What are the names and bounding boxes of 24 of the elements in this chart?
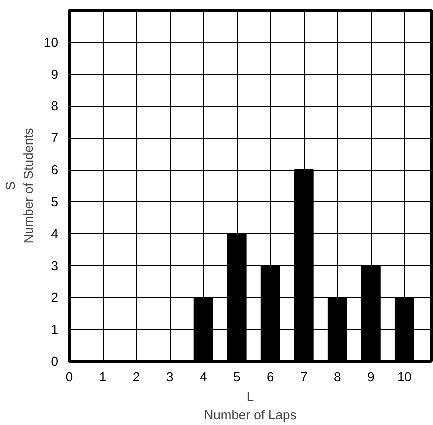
x-tick-label: 5: [233, 370, 241, 384]
x-tick-label: 9: [368, 370, 375, 384]
y-tick-label: 0: [51, 354, 59, 369]
x-tick-label: 2: [132, 370, 140, 384]
y-axis-title: S Number of Students: [3, 128, 36, 244]
y-tick-label: 3: [51, 258, 59, 274]
y-tick-label: 5: [51, 194, 59, 210]
x-tick-label: 3: [166, 370, 174, 384]
x-tick-label: 0: [66, 370, 74, 384]
x-tick-label: 8: [334, 370, 342, 384]
y-tick-label: 6: [51, 162, 59, 178]
x-tick-label: 7: [300, 370, 308, 384]
x-tick-label: 4: [200, 370, 208, 384]
x-tick-label: 6: [266, 370, 274, 384]
x-tick-label: 10: [397, 370, 412, 384]
y-tick-label: 4: [51, 226, 59, 242]
y-tick-label: 10: [44, 34, 59, 50]
y-tick-label: 2: [51, 290, 59, 306]
x-tick-label: 1: [99, 370, 107, 384]
y-tick-label: 7: [51, 130, 59, 146]
x-axis-title: L Number of Laps: [204, 390, 298, 422]
y-tick-label: 1: [51, 322, 59, 338]
y-tick-label: 8: [51, 98, 59, 114]
y-tick-label: 9: [51, 66, 59, 82]
